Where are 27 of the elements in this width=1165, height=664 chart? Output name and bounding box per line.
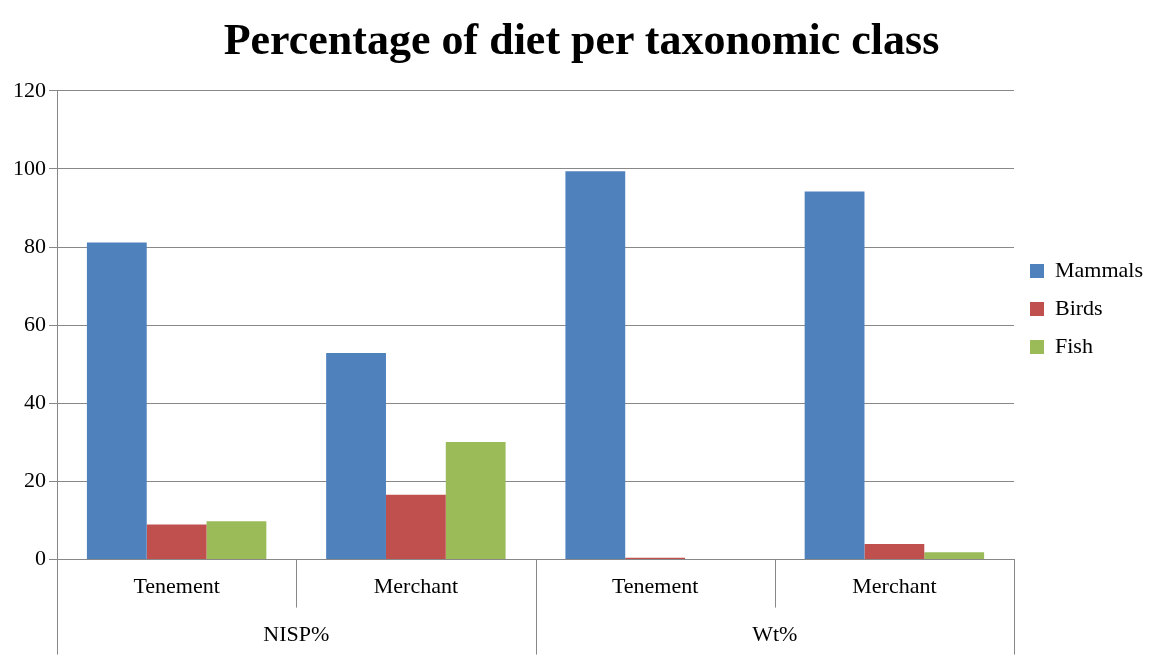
bar	[326, 352, 386, 560]
bar	[445, 442, 506, 560]
bar	[864, 543, 925, 560]
bar	[146, 524, 207, 560]
legend-label: Mammals	[1055, 256, 1144, 282]
y-tick-label: 60	[24, 310, 46, 336]
bar	[924, 552, 985, 560]
y-tick-label: 100	[13, 154, 46, 180]
y-tick-label: 80	[24, 232, 46, 258]
x-tick-label: Merchant	[852, 572, 937, 598]
bar	[385, 494, 446, 560]
bar	[804, 191, 865, 560]
bar	[206, 521, 267, 560]
bar	[565, 171, 626, 560]
chart-title: Percentage of diet per taxonomic class	[223, 14, 940, 64]
text: Wt%	[752, 621, 798, 647]
bar	[86, 242, 147, 560]
x-tick-label: Tenement	[611, 572, 699, 598]
y-tick-label: 20	[24, 467, 46, 493]
x-tick-label: Merchant	[373, 572, 459, 598]
y-tick-label: 40	[24, 389, 46, 415]
y-tick-label: 120	[13, 76, 46, 102]
x-tick-label: Tenement	[133, 572, 220, 598]
text: NISP%	[263, 621, 330, 647]
y-tick-label: 0	[35, 545, 46, 571]
legend-label: Birds	[1055, 294, 1103, 320]
legend-label: Fish	[1055, 332, 1093, 358]
